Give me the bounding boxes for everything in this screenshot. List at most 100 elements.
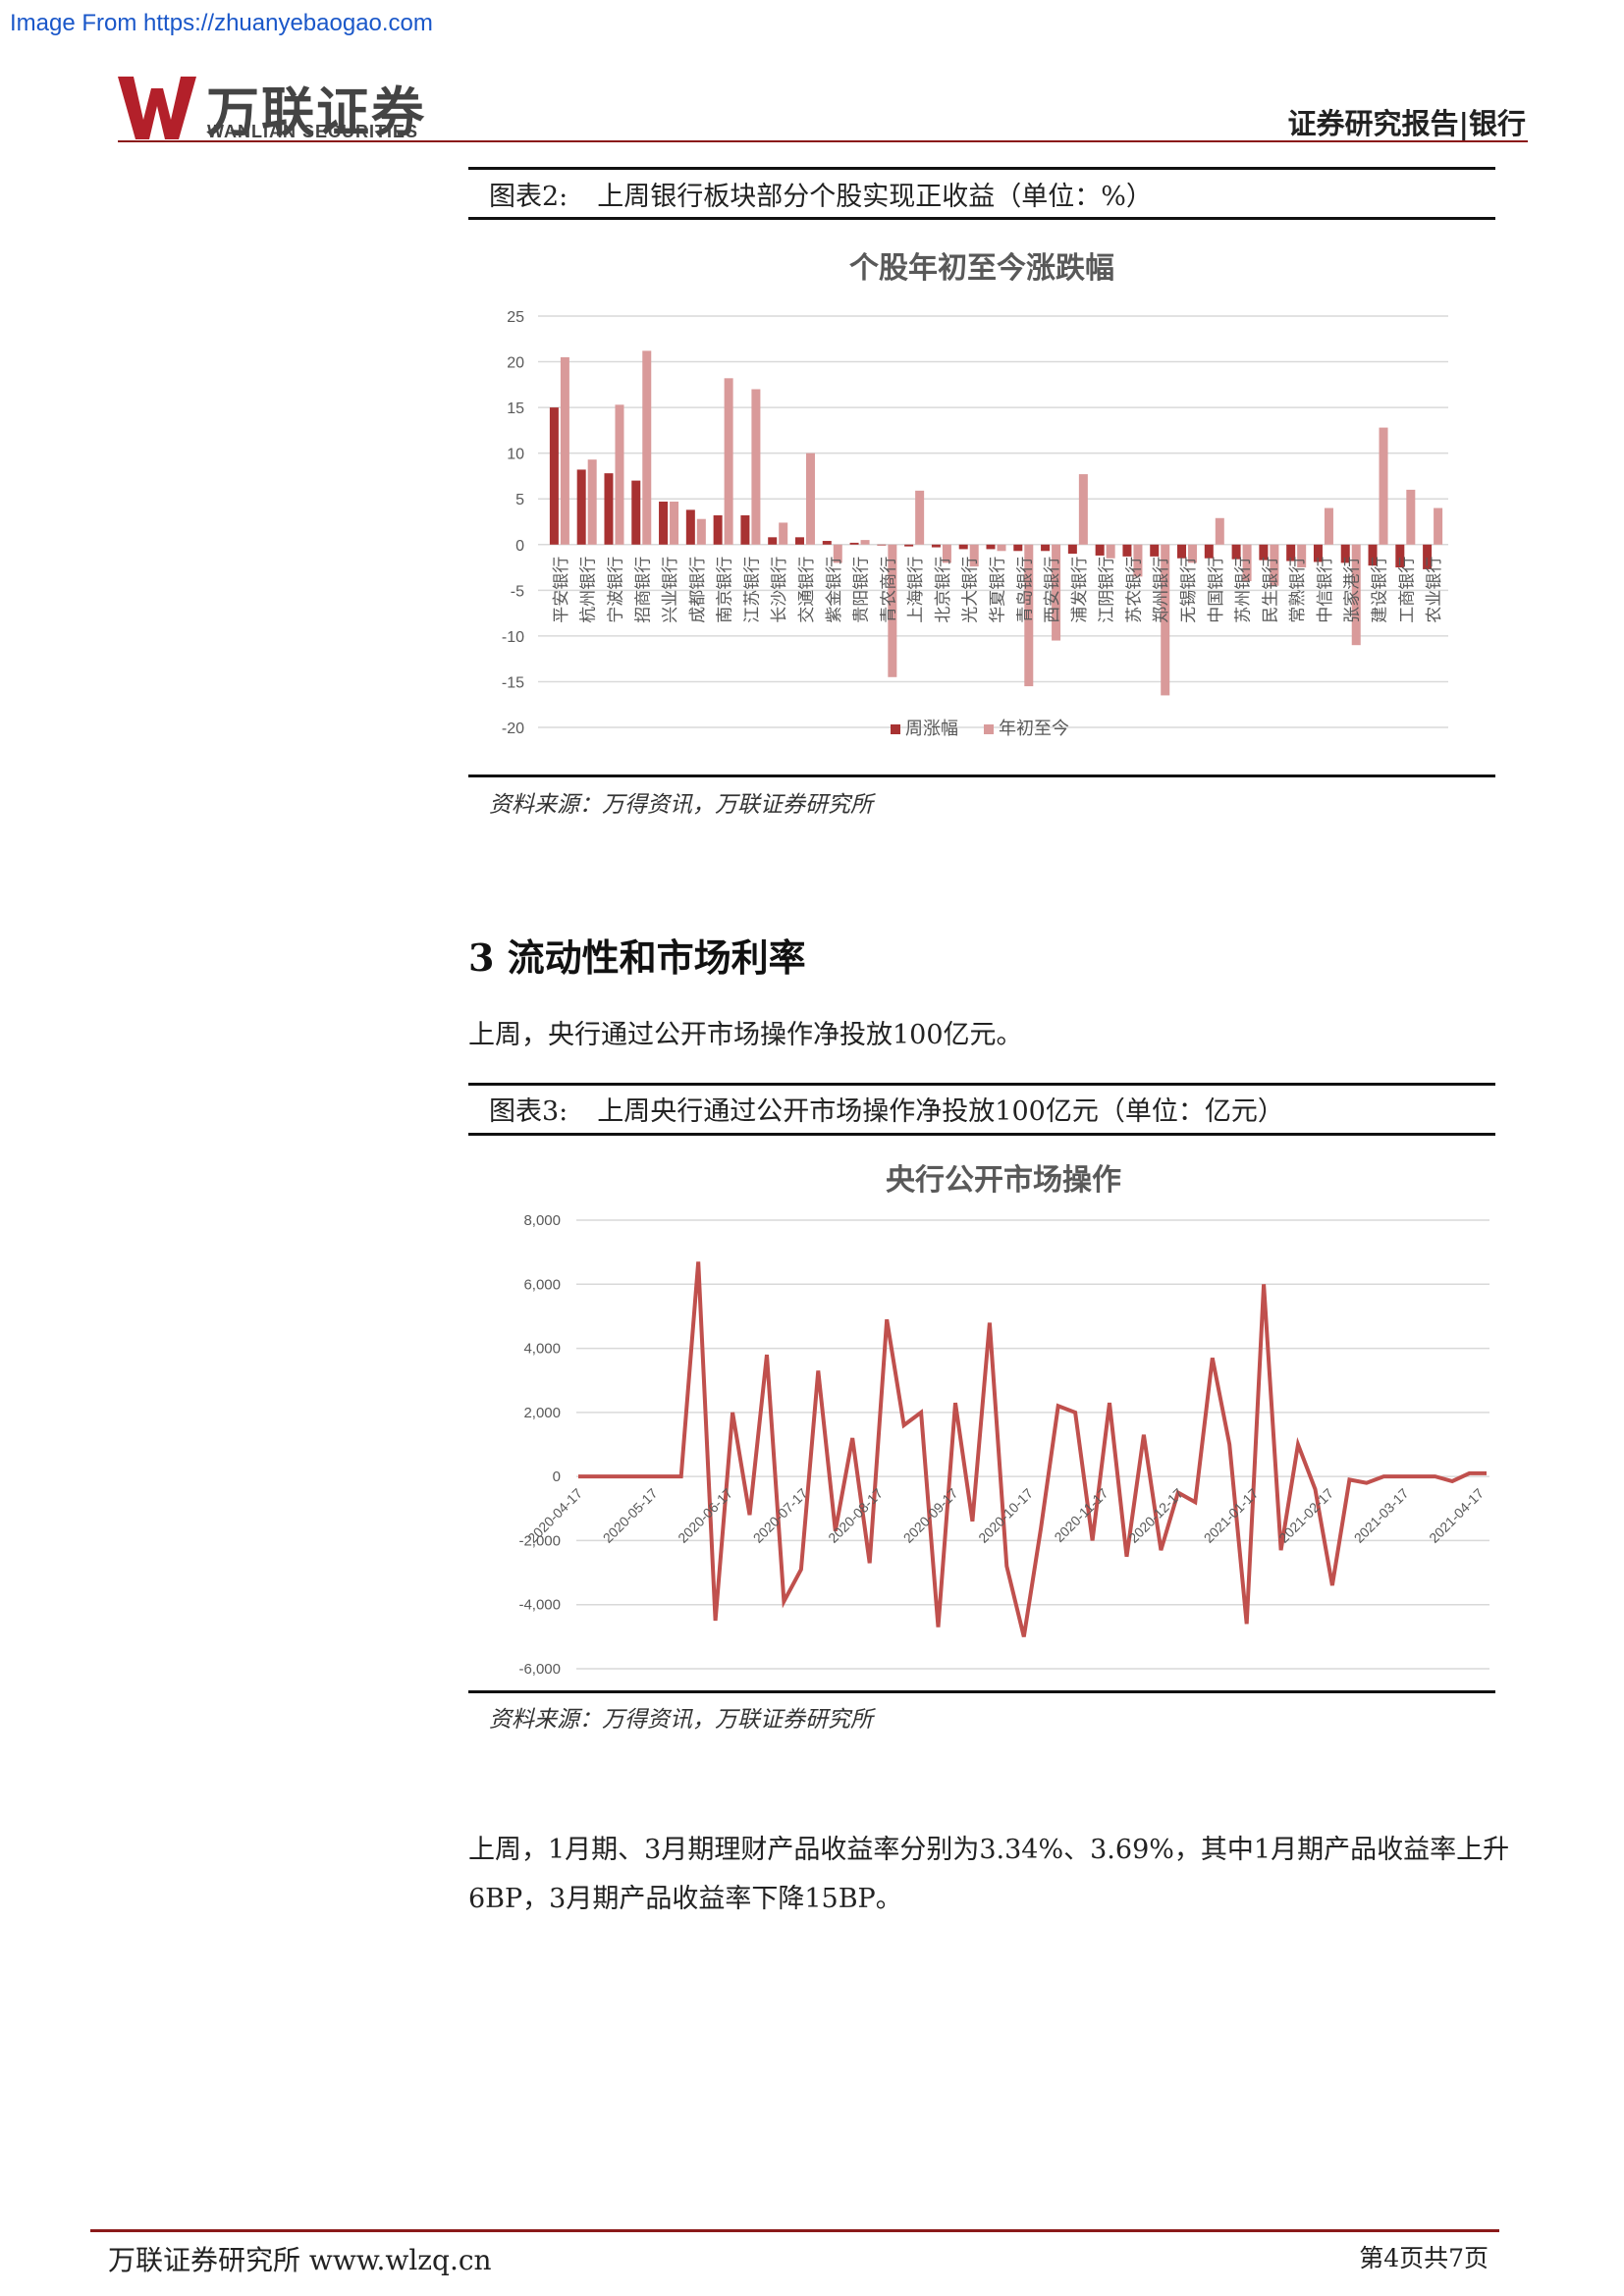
x-category-label: 兴业银行 (661, 557, 679, 623)
bar (1013, 544, 1023, 552)
y-tick-label: 6,000 (523, 1276, 561, 1293)
x-category-label: 浦发银行 (1070, 557, 1089, 623)
y-tick-label: 5 (515, 492, 524, 508)
x-category-label: 华夏银行 (989, 557, 1007, 623)
x-category-label: 江阴银行 (1098, 557, 1116, 623)
bar (1188, 544, 1198, 563)
x-category-label: 青农商行 (879, 557, 897, 623)
y-tick-label: -6,000 (518, 1661, 561, 1678)
bar (1434, 507, 1443, 545)
y-tick-label: 2,000 (523, 1405, 561, 1421)
x-category-label: 郑州银行 (1152, 557, 1170, 623)
bar (1078, 474, 1088, 545)
paragraph-1: 上周，央行通过公开市场操作净投放100亿元。 (468, 1020, 1023, 1050)
bar (833, 544, 842, 563)
bar (888, 544, 897, 677)
bar (1122, 544, 1132, 557)
y-tick-label: 0 (553, 1468, 561, 1485)
x-category-label: 中信银行 (1316, 557, 1334, 623)
watermark: Image From https://zhuanyebaogao.com (10, 10, 433, 36)
bar (696, 518, 706, 545)
bar (659, 502, 669, 545)
bar (1095, 544, 1105, 556)
figure3-title: 图表3: 上周央行通过公开市场操作净投放100亿元（单位：亿元） (489, 1090, 1284, 1128)
x-category-label: 青岛银行 (1015, 557, 1034, 623)
y-tick-label: -4,000 (518, 1597, 561, 1614)
x-category-label: 无锡银行 (1179, 557, 1198, 623)
bar (604, 473, 614, 545)
bar (1215, 517, 1224, 545)
x-category-label: 上海银行 (906, 557, 925, 623)
bar (1324, 507, 1333, 545)
bar (751, 389, 761, 545)
y-tick-label: -20 (502, 721, 524, 737)
y-tick-label: 8,000 (523, 1212, 561, 1229)
bar (779, 522, 788, 545)
figure3-caption: 上周央行通过公开市场操作净投放100亿元（单位：亿元） (597, 1096, 1284, 1127)
bar (822, 541, 832, 545)
bar (849, 542, 859, 545)
bar (794, 537, 804, 545)
figure3-bottom-rule (468, 1690, 1495, 1693)
figure2-title-bar (468, 167, 1495, 220)
bar (1423, 544, 1433, 569)
footer-divider (90, 2229, 1499, 2232)
bar (904, 544, 914, 547)
legend-label: 年初至今 (999, 719, 1069, 738)
bar (1270, 544, 1279, 586)
bar (1133, 544, 1143, 577)
x-category-label: 长沙银行 (770, 557, 788, 623)
bar (724, 378, 733, 545)
bar (942, 544, 951, 563)
bar (1340, 544, 1350, 563)
bar (670, 502, 679, 545)
page-number: 第4页共7页 (1359, 2244, 1489, 2272)
figure2-bottom-rule (468, 774, 1495, 777)
x-category-label: 农业银行 (1425, 557, 1443, 623)
figure2-number: 图表2: (489, 182, 568, 212)
bar (576, 469, 586, 545)
bar (1041, 544, 1051, 552)
x-category-label: 杭州银行 (579, 557, 598, 623)
bar (1286, 544, 1296, 561)
legend-swatch (984, 724, 994, 734)
x-category-label: 贵阳银行 (852, 557, 871, 623)
y-tick-label: 4,000 (523, 1341, 561, 1358)
bar (631, 480, 641, 545)
bar (1177, 544, 1187, 559)
line-chart: 央行公开市场操作 8,000 6,000 4,000 2,000 0 -2,000 -4,00… (518, 1163, 1489, 1678)
y-tick-label: 0 (515, 538, 524, 555)
bar (642, 350, 652, 545)
bar (931, 544, 941, 548)
bar (615, 404, 624, 545)
figure3-title-bar (468, 1083, 1495, 1136)
bar (958, 544, 968, 550)
x-category-label: 招商银行 (633, 557, 652, 623)
bar (685, 509, 695, 545)
figure3-source: 资料来源：万得资讯，万联证券研究所 (489, 1707, 873, 1733)
x-category-label: 工商银行 (1397, 557, 1416, 623)
x-tick-label: 2021-04-17 (1426, 1485, 1487, 1546)
x-tick-label: 2020-06-17 (675, 1485, 735, 1546)
logo-w-icon (118, 77, 196, 139)
bar (997, 544, 1006, 552)
header-divider (118, 140, 1528, 142)
bar (768, 537, 778, 545)
bar (1052, 544, 1061, 641)
bar (1231, 544, 1241, 560)
x-category-label: 光大银行 (961, 557, 980, 623)
x-category-label: 紫金银行 (825, 557, 843, 623)
x-category-label: 常熟银行 (1287, 557, 1307, 623)
x-category-label: 建设银行 (1371, 557, 1389, 623)
logo-text: 万联证券 (206, 81, 426, 143)
paragraph-2: 上周，1月期、3月期理财产品收益率分别为3.34%、3.69%，其中1月期产品收… (468, 1835, 1510, 1914)
x-tick-label: 2021-03-17 (1351, 1485, 1412, 1546)
y-tick-label: -10 (502, 629, 524, 646)
footer-left: 万联证券研究所 www.wlzq.cn (108, 2244, 492, 2276)
legend-label: 周涨幅 (905, 719, 958, 738)
y-tick-label: -15 (502, 674, 524, 691)
x-category-label: 张家港行 (1343, 557, 1362, 623)
figure2-source: 资料来源：万得资讯，万联证券研究所 (489, 792, 873, 818)
chart-title: 个股年初至今涨跌幅 (849, 251, 1114, 285)
y-tick-label: 10 (507, 447, 524, 463)
